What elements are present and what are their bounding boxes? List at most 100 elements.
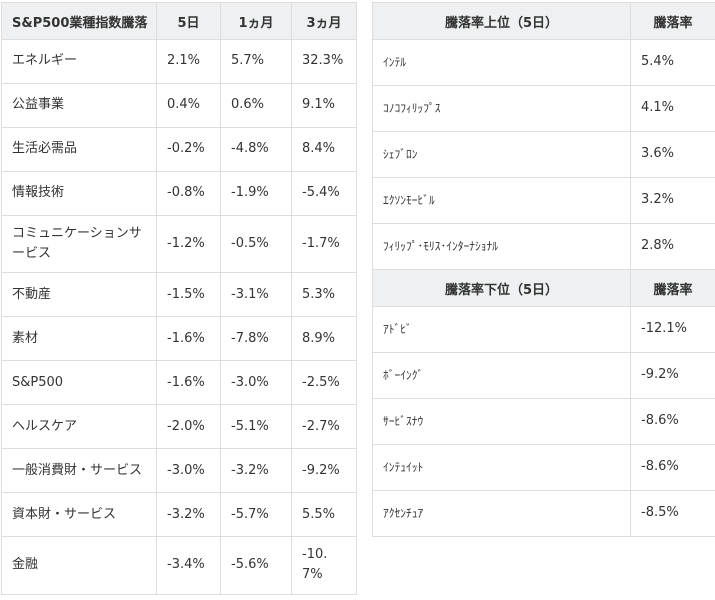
pct-5d: -1.6% — [156, 316, 221, 362]
top-gainers-table: 騰落率上位（5日） 騰落率 ｲﾝﾃﾙ 5.4% ｺﾉｺﾌｨﾘｯﾌﾟｽ 4.1% … — [372, 2, 715, 270]
pct-5d: -1.2% — [156, 214, 221, 274]
sector-name: 情報技術 — [1, 171, 157, 216]
pct-3m: -9.2% — [291, 448, 357, 494]
change-pct: -9.2% — [630, 352, 715, 399]
list-item: ｼｪﾌﾞﾛﾝ 3.6% — [372, 131, 715, 178]
list-item: ｲﾝﾃｭｲｯﾄ -8.6% — [372, 444, 715, 491]
pct-1m: -0.5% — [220, 214, 292, 274]
pct-1m: -7.8% — [220, 316, 292, 362]
pct-3m: 5.5% — [291, 492, 357, 538]
pct-1m: -5.6% — [220, 536, 292, 595]
gainers-table-title: 騰落率上位（5日） — [372, 2, 631, 40]
company-name: ｲﾝﾃﾙ — [372, 39, 631, 86]
table-row: 一般消費財・サービス -3.0% -3.2% -9.2% — [1, 448, 357, 494]
change-pct: -8.6% — [630, 398, 715, 445]
sector-name: 公益事業 — [1, 83, 157, 128]
pct-5d: -1.6% — [156, 360, 221, 406]
sector-name: 不動産 — [1, 272, 157, 318]
company-name: ｱｸｾﾝﾁｭｱ — [372, 490, 631, 537]
company-name: ｺﾉｺﾌｨﾘｯﾌﾟｽ — [372, 85, 631, 132]
change-pct: -8.5% — [630, 490, 715, 537]
sector-name: S&P500 — [1, 360, 157, 406]
sector-name: 素材 — [1, 316, 157, 362]
table-row: S&P500 -1.6% -3.0% -2.5% — [1, 360, 357, 406]
losers-header-row: 騰落率下位（5日） 騰落率 — [372, 269, 715, 307]
sector-name: 生活必需品 — [1, 127, 157, 172]
change-pct: 3.2% — [630, 177, 715, 224]
pct-5d: 2.1% — [156, 39, 221, 84]
pct-3m: -10.7% — [291, 536, 357, 595]
pct-1m: -3.0% — [220, 360, 292, 406]
pct-1m: -5.7% — [220, 492, 292, 538]
gainers-header-row: 騰落率上位（5日） 騰落率 — [372, 2, 715, 40]
company-name: ｱﾄﾞﾋﾞ — [372, 306, 631, 353]
sector-name: エネルギー — [1, 39, 157, 84]
sector-name: 金融 — [1, 536, 157, 595]
change-pct: -8.6% — [630, 444, 715, 491]
company-name: ｼｪﾌﾞﾛﾝ — [372, 131, 631, 178]
col-header-1m: 1ヵ月 — [220, 2, 292, 40]
sector-name: 資本財・サービス — [1, 492, 157, 538]
pct-3m: -1.7% — [291, 214, 357, 274]
pct-5d: -0.8% — [156, 171, 221, 216]
company-name: ｲﾝﾃｭｲｯﾄ — [372, 444, 631, 491]
pct-5d: -3.4% — [156, 536, 221, 595]
list-item: ｲﾝﾃﾙ 5.4% — [372, 39, 715, 86]
pct-5d: -3.2% — [156, 492, 221, 538]
losers-value-header: 騰落率 — [630, 269, 715, 307]
change-pct: 3.6% — [630, 131, 715, 178]
pct-3m: -2.5% — [291, 360, 357, 406]
pct-1m: -3.1% — [220, 272, 292, 318]
pct-5d: -1.5% — [156, 272, 221, 318]
table-row: ヘルスケア -2.0% -5.1% -2.7% — [1, 404, 357, 450]
ranking-column: 騰落率上位（5日） 騰落率 ｲﾝﾃﾙ 5.4% ｺﾉｺﾌｨﾘｯﾌﾟｽ 4.1% … — [372, 2, 715, 537]
table-row: エネルギー 2.1% 5.7% 32.3% — [1, 39, 357, 84]
change-pct: 2.8% — [630, 223, 715, 270]
company-name: ﾌｨﾘｯﾌﾟ･ﾓﾘｽ･ｲﾝﾀｰﾅｼｮﾅﾙ — [372, 223, 631, 270]
pct-3m: -5.4% — [291, 171, 357, 216]
list-item: ｴｸｿﾝﾓｰﾋﾞﾙ 3.2% — [372, 177, 715, 224]
pct-5d: -2.0% — [156, 404, 221, 450]
change-pct: 4.1% — [630, 85, 715, 132]
company-name: ｻｰﾋﾞｽﾅｳ — [372, 398, 631, 445]
list-item: ｺﾉｺﾌｨﾘｯﾌﾟｽ 4.1% — [372, 85, 715, 132]
pct-1m: -3.2% — [220, 448, 292, 494]
sector-name: 一般消費財・サービス — [1, 448, 157, 494]
list-item: ｱﾄﾞﾋﾞ -12.1% — [372, 306, 715, 353]
list-item: ﾎﾞｰｲﾝｸﾞ -9.2% — [372, 352, 715, 399]
losers-table-title: 騰落率下位（5日） — [372, 269, 631, 307]
top-losers-table: 騰落率下位（5日） 騰落率 ｱﾄﾞﾋﾞ -12.1% ﾎﾞｰｲﾝｸﾞ -9.2%… — [372, 269, 715, 537]
pct-5d: -3.0% — [156, 448, 221, 494]
pct-3m: -2.7% — [291, 404, 357, 450]
gainers-value-header: 騰落率 — [630, 2, 715, 40]
pct-1m: -1.9% — [220, 171, 292, 216]
table-row: 不動産 -1.5% -3.1% 5.3% — [1, 272, 357, 318]
pct-3m: 32.3% — [291, 39, 357, 84]
table-row: コミュニケーションサービス -1.2% -0.5% -1.7% — [1, 214, 357, 274]
pct-1m: -4.8% — [220, 127, 292, 172]
list-item: ﾌｨﾘｯﾌﾟ･ﾓﾘｽ･ｲﾝﾀｰﾅｼｮﾅﾙ 2.8% — [372, 223, 715, 270]
sector-index-table: S&P500業種指数騰落 5日 1ヵ月 3ヵ月 エネルギー 2.1% 5.7% … — [1, 2, 357, 595]
list-item: ｻｰﾋﾞｽﾅｳ -8.6% — [372, 398, 715, 445]
table-row: 資本財・サービス -3.2% -5.7% 5.5% — [1, 492, 357, 538]
pct-1m: -5.1% — [220, 404, 292, 450]
pct-3m: 8.4% — [291, 127, 357, 172]
sector-name: ヘルスケア — [1, 404, 157, 450]
company-name: ﾎﾞｰｲﾝｸﾞ — [372, 352, 631, 399]
table-row: 生活必需品 -0.2% -4.8% 8.4% — [1, 127, 357, 172]
col-header-5d: 5日 — [156, 2, 221, 40]
pct-3m: 8.9% — [291, 316, 357, 362]
table-row: 情報技術 -0.8% -1.9% -5.4% — [1, 171, 357, 216]
sector-table-header-row: S&P500業種指数騰落 5日 1ヵ月 3ヵ月 — [1, 2, 357, 40]
col-header-3m: 3ヵ月 — [291, 2, 357, 40]
change-pct: 5.4% — [630, 39, 715, 86]
table-row: 素材 -1.6% -7.8% 8.9% — [1, 316, 357, 362]
sector-table-title: S&P500業種指数騰落 — [1, 2, 157, 40]
list-item: ｱｸｾﾝﾁｭｱ -8.5% — [372, 490, 715, 537]
pct-1m: 5.7% — [220, 39, 292, 84]
company-name: ｴｸｿﾝﾓｰﾋﾞﾙ — [372, 177, 631, 224]
pct-3m: 5.3% — [291, 272, 357, 318]
pct-3m: 9.1% — [291, 83, 357, 128]
table-row: 金融 -3.4% -5.6% -10.7% — [1, 536, 357, 595]
